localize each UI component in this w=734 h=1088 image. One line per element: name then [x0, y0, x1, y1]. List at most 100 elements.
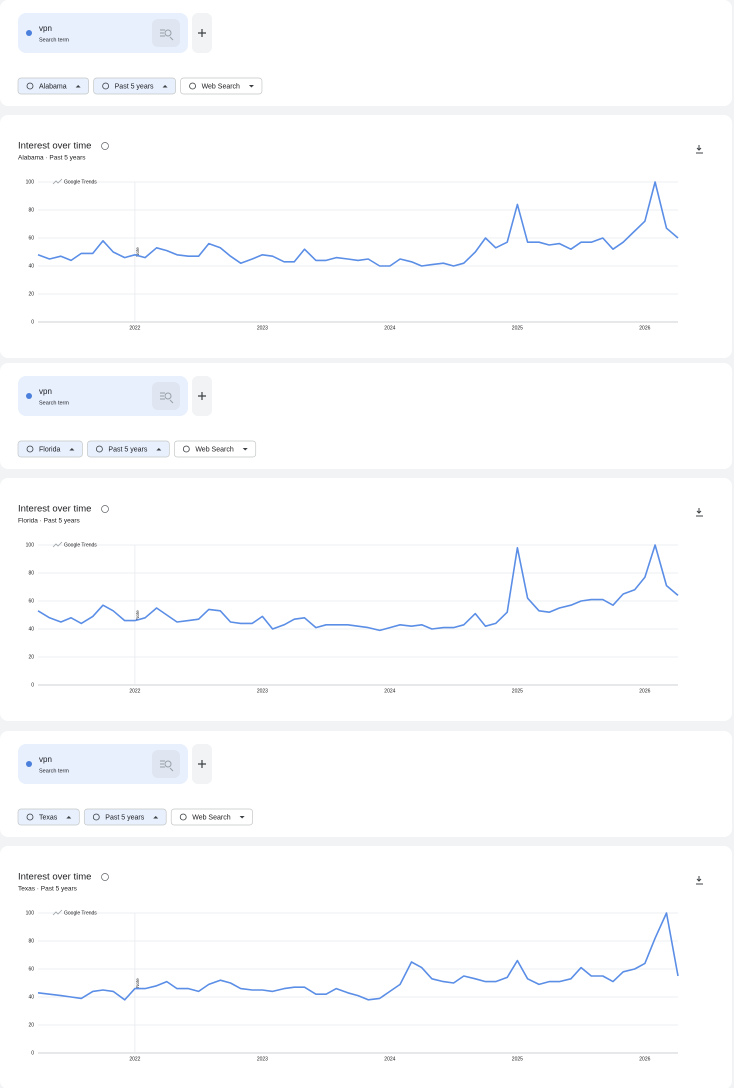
y-tick-label: 20	[28, 654, 34, 660]
refine-button[interactable]	[152, 382, 180, 410]
download-icon[interactable]	[696, 508, 703, 517]
watermark: Google Trends	[64, 910, 97, 916]
filter-label: Web Search	[202, 83, 240, 90]
x-tick-label: 2025	[512, 688, 523, 694]
y-tick-label: 20	[28, 1022, 34, 1028]
plus-icon	[198, 29, 206, 37]
refine-icon	[160, 392, 174, 404]
filter-chip[interactable]	[17, 808, 80, 826]
y-tick-label: 40	[28, 626, 34, 632]
x-tick-label: 2025	[512, 325, 523, 331]
y-tick-label: 60	[28, 966, 34, 972]
dropdown-arrow	[66, 816, 72, 819]
filter-icon	[189, 82, 196, 90]
filter-icon	[96, 445, 103, 453]
y-tick-label: 20	[28, 291, 34, 297]
refine-button[interactable]	[152, 750, 180, 778]
x-tick-label: 2026	[639, 1056, 650, 1062]
chart-subtitle: Texas · Past 5 years	[18, 886, 78, 893]
y-tick-label: 0	[31, 1050, 34, 1056]
info-icon	[101, 142, 109, 150]
trend-line	[37, 544, 679, 632]
note-label: Note	[135, 978, 140, 988]
filter-label: Florida	[39, 446, 61, 453]
y-tick-label: 100	[26, 910, 35, 916]
dropdown-arrow	[75, 85, 81, 88]
term-color-dot	[26, 761, 32, 767]
filter-label: Web Search	[192, 814, 230, 821]
trend-line	[37, 912, 679, 1001]
filter-icon	[26, 445, 34, 453]
y-tick-label: 0	[31, 682, 34, 688]
download-icon[interactable]	[696, 876, 703, 885]
x-tick-label: 2025	[512, 1056, 523, 1062]
filter-label: Past 5 years	[108, 446, 147, 453]
download-icon[interactable]	[696, 145, 703, 154]
search-term-type: Search term	[39, 400, 69, 406]
search-term-box[interactable]	[18, 744, 188, 784]
y-tick-label: 100	[26, 179, 35, 185]
search-term-type: Search term	[39, 37, 69, 43]
refine-icon	[160, 29, 174, 41]
chart-subtitle: Alabama · Past 5 years	[18, 155, 86, 162]
y-tick-label: 40	[28, 994, 34, 1000]
refine-button[interactable]	[152, 19, 180, 47]
filter-chip[interactable]	[17, 77, 89, 95]
x-tick-label: 2023	[257, 325, 268, 331]
filter-chip[interactable]	[170, 808, 253, 826]
filter-chip[interactable]	[180, 77, 263, 95]
x-tick-label: 2024	[384, 688, 395, 694]
x-tick-label: 2023	[257, 688, 268, 694]
chart-title: Interest over time	[18, 504, 91, 515]
y-tick-label: 60	[28, 598, 34, 604]
filter-label: Texas	[39, 814, 58, 821]
y-tick-label: 60	[28, 235, 34, 241]
filter-label: Web Search	[195, 446, 233, 453]
x-tick-label: 2024	[384, 1056, 395, 1062]
dropdown-arrow	[239, 816, 245, 819]
dropdown-arrow	[153, 816, 159, 819]
search-term-type: Search term	[39, 768, 69, 774]
info-icon	[101, 505, 109, 513]
trend-line	[37, 181, 679, 267]
filter-chip[interactable]	[173, 440, 257, 458]
filter-chip[interactable]	[17, 440, 83, 458]
filter-icon	[26, 82, 34, 90]
filter-chip[interactable]	[87, 440, 170, 458]
filter-label: Alabama	[39, 83, 67, 90]
plus-icon	[198, 760, 206, 768]
refine-icon	[164, 29, 172, 37]
chart-title: Interest over time	[18, 141, 91, 152]
refine-icon	[160, 760, 174, 772]
filter-icon	[102, 82, 110, 90]
x-tick-label: 2022	[129, 1056, 140, 1062]
dropdown-arrow	[69, 448, 75, 451]
y-tick-label: 0	[31, 319, 34, 325]
filter-chip[interactable]	[83, 808, 167, 826]
watermark: Google Trends	[64, 179, 97, 185]
watermark-icon	[52, 178, 63, 185]
search-term-box[interactable]	[18, 13, 188, 53]
dropdown-arrow	[156, 448, 162, 451]
refine-icon	[164, 760, 172, 768]
search-term-box[interactable]	[18, 376, 188, 416]
dropdown-arrow	[162, 85, 168, 88]
y-tick-label: 80	[28, 570, 34, 576]
info-icon	[101, 873, 109, 881]
filter-icon	[92, 813, 100, 821]
filter-label: Past 5 years	[105, 814, 144, 821]
x-tick-label: 2026	[639, 688, 650, 694]
term-color-dot	[26, 30, 32, 36]
watermark-icon	[52, 541, 63, 548]
chart-card	[0, 478, 732, 721]
dropdown-arrow	[248, 85, 254, 88]
chart-card	[0, 846, 732, 1088]
chart-title: Interest over time	[18, 872, 91, 883]
x-tick-label: 2023	[257, 1056, 268, 1062]
term-color-dot	[26, 393, 32, 399]
plus-icon	[198, 392, 206, 400]
y-tick-label: 100	[26, 542, 35, 548]
chart-card	[0, 115, 732, 358]
filter-chip[interactable]	[93, 77, 176, 95]
